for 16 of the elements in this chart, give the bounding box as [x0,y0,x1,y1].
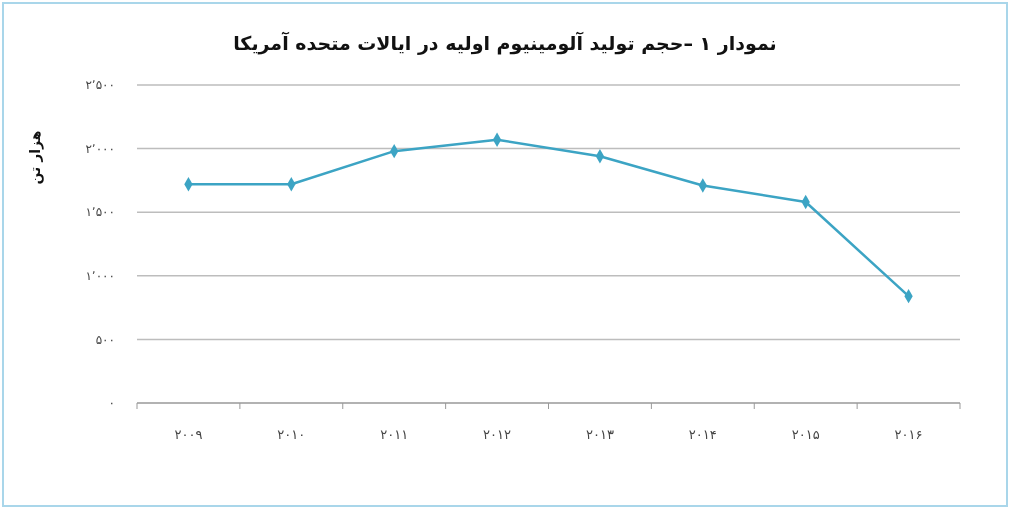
y-tick-label: ۲٬۰۰۰ [85,141,115,156]
x-tick-label: ۲۰۰۹ [174,427,203,442]
x-tick-label: ۲۰۱۴ [688,427,717,442]
y-axis-title: هزار تن [27,130,44,185]
y-tick-label: ۰ [108,396,115,411]
chart-title: نمودار ۱ –حجم تولید آلومینیوم اولیه در ایالات متحده آمریکا [233,31,777,55]
y-tick-label: ۱٬۵۰۰ [85,205,115,220]
x-tick-label: ۲۰۱۶ [894,427,923,442]
x-tick-label: ۲۰۱۵ [791,427,820,442]
y-tick-label: ۵۰۰ [95,332,115,347]
x-tick-label: ۲۰۱۰ [277,427,306,442]
x-tick-label: ۲۰۱۱ [380,427,409,442]
y-tick-label: ۱٬۰۰۰ [85,269,115,283]
x-tick-label: ۲۰۱۳ [585,427,614,442]
x-tick-label: ۲۰۱۲ [483,427,512,442]
y-tick-label: ۲٬۵۰۰ [85,78,115,93]
